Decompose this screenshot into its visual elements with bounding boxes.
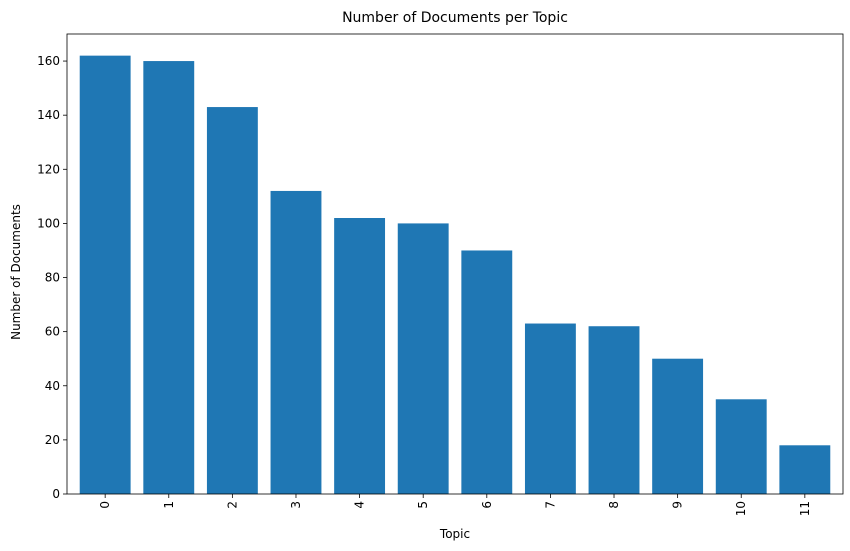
y-tick-label: 20: [45, 433, 60, 447]
bar-topic-1: [143, 61, 195, 494]
y-tick-label: 140: [37, 108, 60, 122]
bar-topic-7: [524, 323, 576, 494]
y-tick-label: 40: [45, 379, 60, 393]
x-tick-label: 5: [416, 501, 430, 509]
x-axis-title: Topic: [439, 527, 470, 541]
y-axis: 0 20 40 60 80 100 120 140 160: [37, 54, 67, 501]
bar-topic-0: [79, 55, 131, 494]
chart-title: Number of Documents per Topic: [342, 10, 568, 26]
bar-topic-10: [715, 399, 767, 494]
bar-topic-11: [779, 445, 831, 494]
x-tick-label: 6: [480, 501, 494, 509]
y-tick-label: 80: [45, 271, 60, 285]
y-tick-label: 100: [37, 216, 60, 230]
x-tick-label: 7: [543, 501, 557, 509]
x-tick-label: 4: [353, 501, 367, 509]
bar-topic-3: [270, 190, 322, 495]
x-tick-label: 1: [162, 501, 176, 509]
x-axis: 0 1 2 3 4 5 6 7 8 9 10 11: [98, 494, 812, 516]
x-tick-label: 0: [98, 501, 112, 509]
y-tick-label: 0: [52, 487, 60, 501]
y-tick-label: 60: [45, 325, 60, 339]
bars-group: [79, 55, 831, 495]
x-tick-label: 2: [225, 501, 239, 509]
x-tick-label: 3: [289, 501, 303, 509]
bar-topic-9: [652, 358, 704, 494]
x-tick-label: 10: [734, 501, 748, 516]
x-tick-label: 9: [671, 501, 685, 509]
y-axis-title: Number of Documents: [9, 204, 23, 340]
bar-topic-8: [588, 326, 640, 494]
bar-topic-5: [397, 223, 449, 495]
y-tick-label: 120: [37, 162, 60, 176]
x-tick-label: 8: [607, 501, 621, 509]
y-tick-label: 160: [37, 54, 60, 68]
bar-topic-6: [461, 250, 513, 494]
bar-topic-2: [206, 107, 258, 494]
x-tick-label: 11: [798, 501, 812, 516]
bar-topic-4: [334, 218, 386, 494]
plot-frame: [66, 33, 844, 495]
